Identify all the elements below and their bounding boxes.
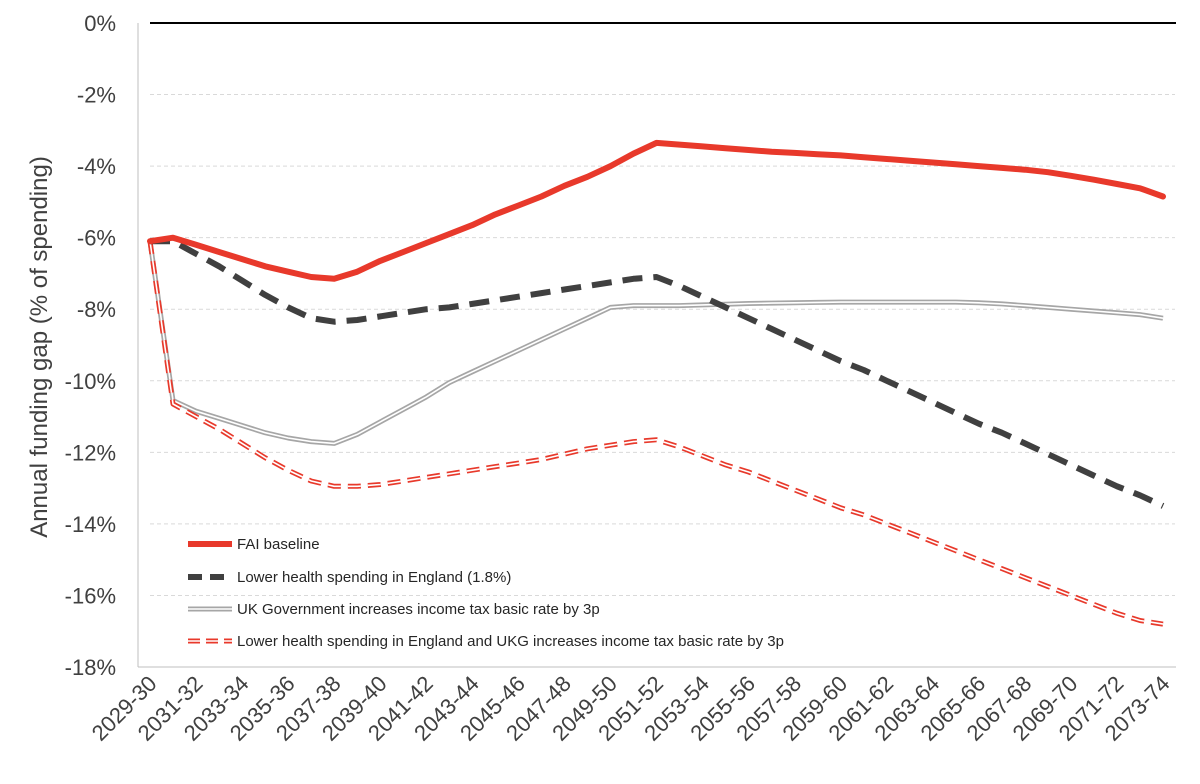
y-tick-label: -10% <box>65 369 116 394</box>
legend-item: Lower health spending in England (1.8%) <box>188 569 511 586</box>
series-3 <box>147 240 1164 446</box>
y-tick-label: -12% <box>65 440 116 465</box>
series-line <box>150 238 1165 509</box>
legend-label: Lower health spending in England and UKG… <box>237 633 784 650</box>
series-line <box>147 139 1166 282</box>
legend-label: UK Government increases income tax basic… <box>237 601 600 618</box>
y-tick-label: -14% <box>65 512 116 537</box>
y-tick-label: -4% <box>77 154 116 179</box>
legend-item: Lower health spending in England and UKG… <box>188 633 784 650</box>
legend-label: FAI baseline <box>237 536 320 553</box>
y-tick-label: 0% <box>84 11 116 36</box>
y-axis-title: Annual funding gap (% of spending) <box>26 156 53 538</box>
series-4 <box>147 240 1164 627</box>
series-line-outer <box>147 240 1164 627</box>
series-2 <box>150 238 1165 509</box>
series-line-inner <box>149 241 1164 625</box>
legend: FAI baseline Lower health spending in Eng… <box>188 536 784 650</box>
axes <box>137 22 1176 668</box>
y-tick-label: -8% <box>77 297 116 322</box>
y-tick-label: -16% <box>65 583 116 608</box>
y-tick-label: -6% <box>77 226 116 251</box>
series-1 <box>147 139 1166 282</box>
x-axis-ticks: 2029-302031-322033-342035-362037-382039-… <box>87 671 1175 746</box>
y-tick-label: -18% <box>65 655 116 680</box>
legend-item: FAI baseline <box>188 536 320 553</box>
series-line-outer <box>147 240 1164 446</box>
y-tick-label: -2% <box>77 83 116 108</box>
legend-item: UK Government increases income tax basic… <box>188 601 600 618</box>
series-lines <box>147 139 1166 627</box>
legend-label: Lower health spending in England (1.8%) <box>237 569 511 586</box>
y-axis-ticks: 0% -2% -4% -6% -8% -10% -12% -14% -16% -18% <box>65 11 116 680</box>
series-line-inner <box>149 241 1164 445</box>
